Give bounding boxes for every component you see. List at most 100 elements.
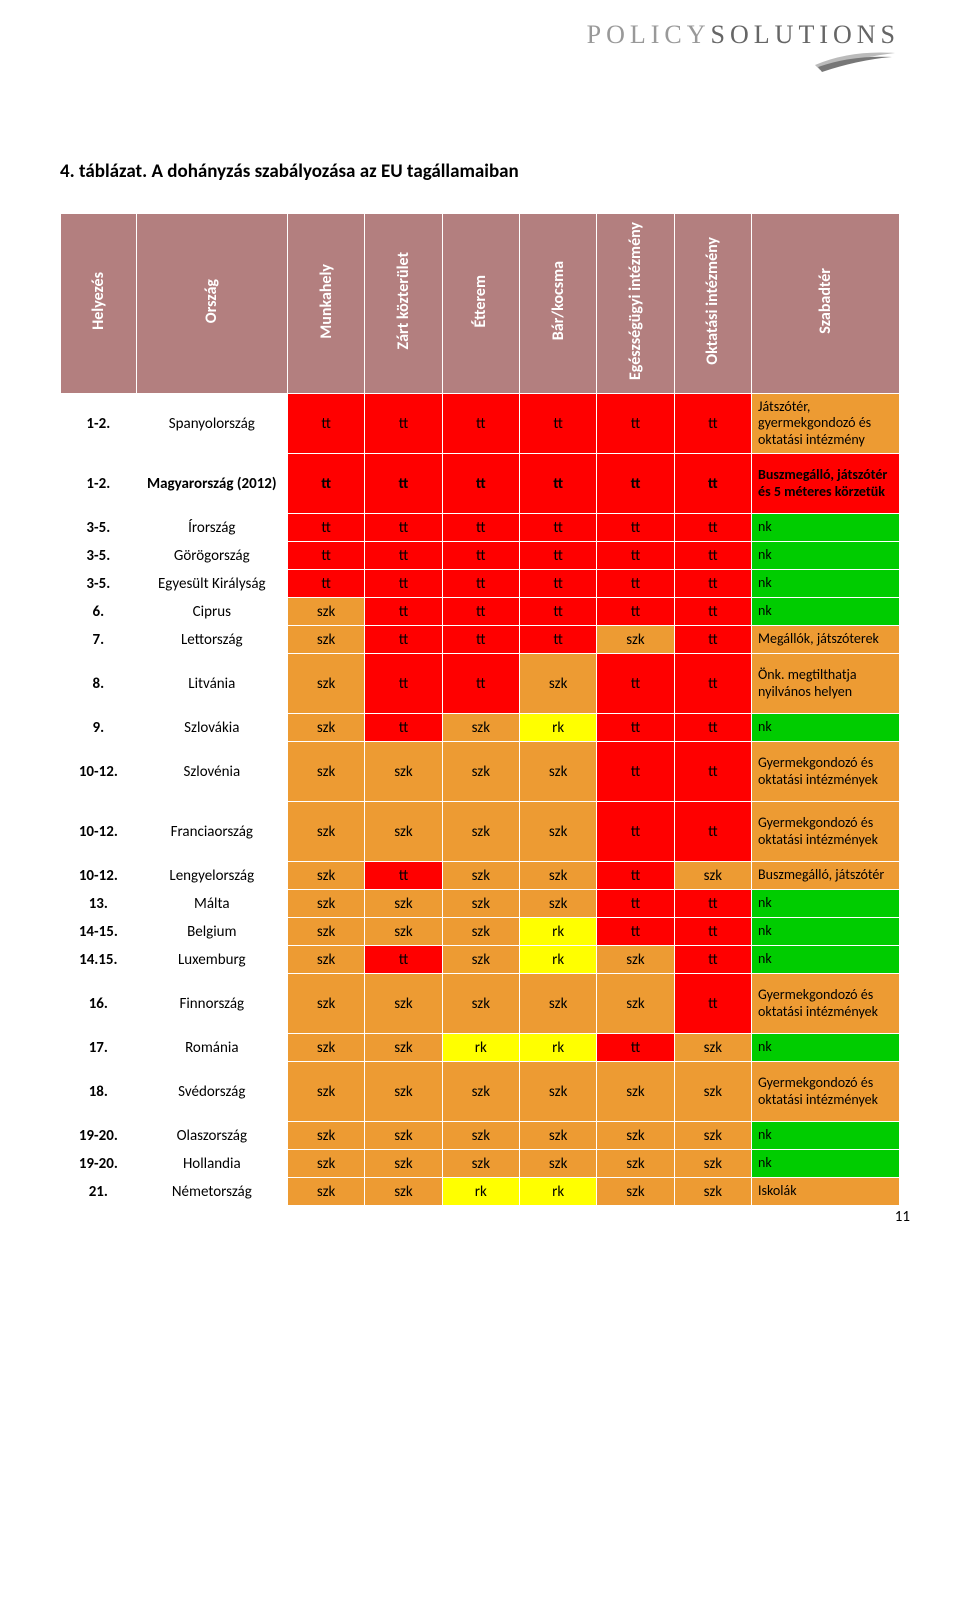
value-cell: tt xyxy=(597,1034,674,1062)
value-cell: szk xyxy=(442,1122,519,1150)
table-row: 1-2.Magyarország (2012)ttttttttttttBuszm… xyxy=(61,454,900,514)
rank-cell: 8. xyxy=(61,654,137,714)
value-cell: tt xyxy=(442,654,519,714)
value-cell: szk xyxy=(365,802,442,862)
value-cell: szk xyxy=(519,974,596,1034)
outdoor-cell: nk xyxy=(752,946,900,974)
table-row: 3-5.Írországttttttttttttnk xyxy=(61,514,900,542)
value-cell: tt xyxy=(365,394,442,454)
value-cell: tt xyxy=(519,514,596,542)
rank-cell: 14.15. xyxy=(61,946,137,974)
value-cell: szk xyxy=(519,1062,596,1122)
value-cell: szk xyxy=(365,742,442,802)
value-cell: szk xyxy=(597,1122,674,1150)
value-cell: tt xyxy=(365,654,442,714)
value-cell: tt xyxy=(597,742,674,802)
country-cell: Magyarország (2012) xyxy=(136,454,287,514)
rank-cell: 21. xyxy=(61,1178,137,1206)
country-cell: Olaszország xyxy=(136,1122,287,1150)
logo: POLICYSOLUTIONS xyxy=(587,20,900,80)
value-cell: tt xyxy=(287,394,364,454)
value-cell: szk xyxy=(442,946,519,974)
value-cell: szk xyxy=(287,1034,364,1062)
value-cell: szk xyxy=(365,1150,442,1178)
country-cell: Belgium xyxy=(136,918,287,946)
value-cell: szk xyxy=(287,1178,364,1206)
value-cell: szk xyxy=(519,1150,596,1178)
value-cell: rk xyxy=(442,1178,519,1206)
value-cell: szk xyxy=(597,1062,674,1122)
value-cell: tt xyxy=(597,802,674,862)
header-c1: Munkahely xyxy=(287,214,364,394)
value-cell: tt xyxy=(365,514,442,542)
table-row: 10-12.SzlovéniaszkszkszkszkttttGyermekgo… xyxy=(61,742,900,802)
value-cell: tt xyxy=(674,454,751,514)
table-row: 10-12.LengyelországszkttszkszkttszkBuszm… xyxy=(61,862,900,890)
table-row: 13.Máltaszkszkszkszkttttnk xyxy=(61,890,900,918)
value-cell: tt xyxy=(597,890,674,918)
outdoor-cell: Megállók, játszóterek xyxy=(752,626,900,654)
logo-part1: POLICY xyxy=(587,20,711,49)
value-cell: tt xyxy=(674,974,751,1034)
value-cell: szk xyxy=(287,1062,364,1122)
value-cell: szk xyxy=(287,742,364,802)
value-cell: szk xyxy=(442,802,519,862)
outdoor-cell: nk xyxy=(752,570,900,598)
value-cell: tt xyxy=(365,626,442,654)
outdoor-cell: nk xyxy=(752,918,900,946)
table-row: 14.15.Luxemburgszkttszkrkszkttnk xyxy=(61,946,900,974)
value-cell: tt xyxy=(365,454,442,514)
value-cell: szk xyxy=(365,974,442,1034)
header-country: Ország xyxy=(136,214,287,394)
outdoor-cell: Önk. megtilthatja nyilvános helyen xyxy=(752,654,900,714)
value-cell: tt xyxy=(674,514,751,542)
value-cell: rk xyxy=(519,714,596,742)
country-cell: Lengyelország xyxy=(136,862,287,890)
table-row: 17.Romániaszkszkrkrkttszknk xyxy=(61,1034,900,1062)
value-cell: tt xyxy=(442,598,519,626)
value-cell: tt xyxy=(674,742,751,802)
value-cell: tt xyxy=(674,654,751,714)
country-cell: Franciaország xyxy=(136,802,287,862)
outdoor-cell: nk xyxy=(752,1150,900,1178)
value-cell: tt xyxy=(519,626,596,654)
table-head: Helyezés Ország Munkahely Zárt közterüle… xyxy=(61,214,900,394)
country-cell: Luxemburg xyxy=(136,946,287,974)
rank-cell: 1-2. xyxy=(61,454,137,514)
table-row: 3-5.Görögországttttttttttttnk xyxy=(61,542,900,570)
value-cell: szk xyxy=(597,1178,674,1206)
header-c3: Étterem xyxy=(442,214,519,394)
value-cell: szk xyxy=(442,742,519,802)
value-cell: tt xyxy=(597,654,674,714)
outdoor-cell: nk xyxy=(752,1034,900,1062)
value-cell: szk xyxy=(287,918,364,946)
value-cell: szk xyxy=(287,974,364,1034)
value-cell: szk xyxy=(287,802,364,862)
value-cell: szk xyxy=(597,946,674,974)
table-body: 1-2.SpanyolországttttttttttttJátszótér, … xyxy=(61,394,900,1206)
country-cell: Németország xyxy=(136,1178,287,1206)
value-cell: tt xyxy=(674,542,751,570)
country-cell: Hollandia xyxy=(136,1150,287,1178)
page-title: 4. táblázat. A dohányzás szabályozása az… xyxy=(60,160,900,183)
value-cell: rk xyxy=(519,918,596,946)
value-cell: tt xyxy=(365,714,442,742)
rank-cell: 17. xyxy=(61,1034,137,1062)
value-cell: tt xyxy=(519,598,596,626)
value-cell: tt xyxy=(674,918,751,946)
rank-cell: 7. xyxy=(61,626,137,654)
table-row: 14-15.Belgiumszkszkszkrkttttnk xyxy=(61,918,900,946)
country-cell: Írország xyxy=(136,514,287,542)
value-cell: szk xyxy=(597,1150,674,1178)
value-cell: tt xyxy=(674,714,751,742)
value-cell: szk xyxy=(519,802,596,862)
table-row: 18.SvédországszkszkszkszkszkszkGyermekgo… xyxy=(61,1062,900,1122)
page-number: 11 xyxy=(895,1208,910,1226)
table-row: 19-20.Hollandiaszkszkszkszkszkszknk xyxy=(61,1150,900,1178)
rank-cell: 10-12. xyxy=(61,742,137,802)
rank-cell: 1-2. xyxy=(61,394,137,454)
value-cell: szk xyxy=(287,890,364,918)
value-cell: tt xyxy=(597,454,674,514)
country-cell: Málta xyxy=(136,890,287,918)
rank-cell: 18. xyxy=(61,1062,137,1122)
